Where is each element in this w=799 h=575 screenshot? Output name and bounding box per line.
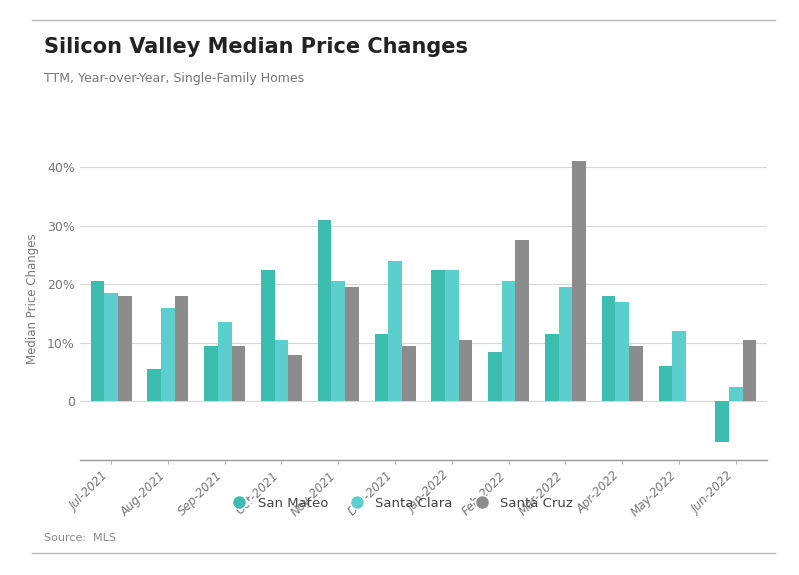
Bar (629, 346, 642, 401)
Y-axis label: Median Price Changes: Median Price Changes (26, 233, 39, 365)
Bar (658, 366, 672, 401)
Bar (515, 240, 529, 401)
Bar (332, 281, 345, 401)
Bar (91, 281, 105, 401)
Bar (175, 296, 189, 401)
Bar (161, 308, 175, 401)
Bar (729, 387, 742, 401)
Bar (445, 270, 459, 401)
Bar (602, 296, 615, 401)
Bar (402, 346, 415, 401)
Bar (559, 288, 572, 401)
Text: Source:  MLS: Source: MLS (44, 534, 116, 543)
Bar (205, 346, 218, 401)
Bar (615, 302, 629, 401)
Bar (148, 369, 161, 401)
Bar (232, 346, 245, 401)
Bar (388, 261, 402, 401)
Text: TTM, Year-over-Year, Single-Family Homes: TTM, Year-over-Year, Single-Family Homes (44, 72, 304, 85)
Legend: San Mateo, Santa Clara, Santa Cruz: San Mateo, Santa Clara, Santa Cruz (221, 492, 578, 515)
Bar (261, 270, 275, 401)
Bar (318, 220, 332, 401)
Bar (375, 334, 388, 401)
Bar (431, 270, 445, 401)
Bar (672, 331, 686, 401)
Bar (488, 352, 502, 401)
Bar (118, 296, 132, 401)
Bar (345, 288, 359, 401)
Bar (572, 162, 586, 401)
Bar (275, 340, 288, 401)
Bar (502, 281, 515, 401)
Bar (742, 340, 756, 401)
Text: Silicon Valley Median Price Changes: Silicon Valley Median Price Changes (44, 37, 468, 58)
Bar (459, 340, 472, 401)
Bar (105, 293, 118, 401)
Bar (545, 334, 559, 401)
Bar (288, 355, 302, 401)
Bar (218, 323, 232, 401)
Bar (715, 401, 729, 442)
